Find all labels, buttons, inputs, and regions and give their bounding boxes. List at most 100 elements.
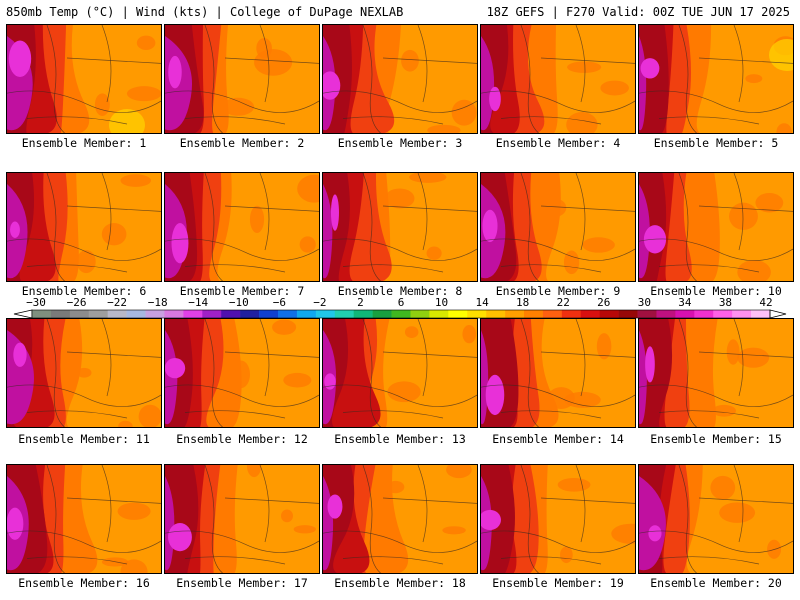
map-boundary-line (204, 465, 224, 573)
map-boundary-line (26, 116, 128, 125)
colorbar-segment (183, 310, 203, 318)
map-boundary-line (500, 410, 602, 419)
map-boundary-line (575, 173, 586, 251)
temperature-map (6, 172, 162, 282)
temperature-map (638, 172, 794, 282)
ensemble-panel: Ensemble Member: 6 (6, 172, 162, 300)
ensemble-member-label: Ensemble Member: 7 (179, 284, 305, 298)
map-boundary-line (7, 384, 161, 407)
map-boundary-line (481, 238, 635, 261)
hottest-area (489, 86, 501, 112)
temperature-blob (126, 86, 161, 102)
map-boundary-line (520, 465, 540, 573)
ensemble-member-label: Ensemble Member: 6 (21, 284, 147, 298)
map-boundary-line (733, 25, 744, 103)
map-boundary-line (698, 351, 793, 358)
colorbar-segment (372, 310, 392, 318)
map-boundary-line (342, 410, 444, 419)
map-title: 850mb Temp (°C) | Wind (kts) | College o… (6, 5, 404, 19)
map-boundary-line (184, 264, 286, 273)
ensemble-panel: Ensemble Member: 2 (164, 24, 320, 152)
colorbar-segment (542, 310, 563, 318)
map-boundary-line (26, 264, 128, 273)
temperature-map (322, 318, 478, 428)
temperature-blob (737, 347, 770, 368)
map-boundary-line (66, 57, 161, 64)
colorbar-segment (259, 310, 279, 318)
temperature-blob (462, 325, 477, 344)
colorbar-tick-label: −6 (272, 296, 286, 309)
map-boundary-line (417, 319, 428, 397)
hottest-area (165, 357, 186, 379)
map-boundary-line (540, 497, 635, 504)
colorbar-segment (126, 310, 146, 318)
map-boundary-line (342, 264, 444, 273)
colorbar-arrow-right (769, 309, 787, 319)
colorbar-segment (88, 310, 108, 318)
colorbar-tick-label: −14 (188, 296, 209, 309)
hottest-area (481, 509, 501, 531)
ensemble-panel: Ensemble Member: 15 (638, 318, 794, 448)
temperature-blob (776, 123, 792, 133)
map-boundary-line (362, 319, 382, 427)
map-boundary-line (323, 90, 477, 113)
colorbar-segment (145, 310, 165, 318)
temperature-blob (117, 502, 151, 520)
temperature-band (639, 25, 669, 133)
map-boundary-line (46, 25, 66, 133)
temperature-blob (293, 525, 316, 534)
colorbar-segment (164, 310, 184, 318)
ensemble-member-label: Ensemble Member: 17 (176, 576, 308, 590)
colorbar-segment (410, 310, 430, 318)
map-boundary-line (540, 57, 635, 64)
map-boundary-line (7, 530, 161, 553)
map-boundary-line (224, 497, 319, 504)
map-boundary-line (46, 319, 66, 427)
map-boundary-line (362, 173, 382, 281)
map-boundary-line (184, 556, 286, 565)
temperature-blob (272, 319, 297, 335)
ensemble-member-label: Ensemble Member: 3 (337, 136, 463, 150)
map-boundary-line (733, 465, 744, 543)
hottest-area (648, 525, 662, 542)
temperature-blob (442, 526, 466, 535)
hottest-area (7, 507, 24, 540)
colorbar-segment (467, 310, 487, 318)
colorbar-segment (32, 310, 52, 318)
temperature-blob (76, 250, 96, 274)
map-boundary-line (417, 173, 428, 251)
temperature-blob (120, 559, 148, 573)
header: 850mb Temp (°C) | Wind (kts) | College o… (0, 0, 800, 22)
temperature-map (480, 464, 636, 574)
map-boundary-line (575, 465, 586, 543)
hottest-area (327, 494, 343, 519)
ensemble-member-label: Ensemble Member: 12 (176, 432, 308, 446)
ensemble-panel: Ensemble Member: 12 (164, 318, 320, 448)
temperature-blob (118, 420, 133, 427)
colorbar-tick-label: 2 (357, 296, 364, 309)
map-boundary-line (66, 351, 161, 358)
hottest-area (645, 346, 655, 383)
temperature-blob (745, 74, 763, 84)
colorbar-segment (524, 310, 544, 318)
hottest-area (485, 374, 505, 416)
ensemble-member-label: Ensemble Member: 15 (650, 432, 782, 446)
map-boundary-line (733, 319, 744, 397)
colorbar-tick-label: −22 (107, 296, 128, 309)
map-boundary-line (46, 173, 66, 281)
colorbar-segment (580, 310, 600, 318)
hot-area (323, 184, 333, 279)
map-boundary-line (204, 173, 224, 281)
temperature-blob (729, 202, 758, 230)
hot-area (639, 330, 647, 425)
map-boundary-line (259, 319, 270, 397)
ensemble-panel: Ensemble Member: 13 (322, 318, 478, 448)
temperature-blob (249, 205, 265, 233)
map-boundary-line (733, 173, 744, 251)
map-boundary-line (342, 116, 444, 125)
colorbar-tick-label: 26 (597, 296, 611, 309)
temperature-blob (409, 173, 447, 183)
map-boundary-line (165, 238, 319, 261)
colorbar-segment (656, 310, 676, 318)
map-boundary-line (323, 238, 477, 261)
